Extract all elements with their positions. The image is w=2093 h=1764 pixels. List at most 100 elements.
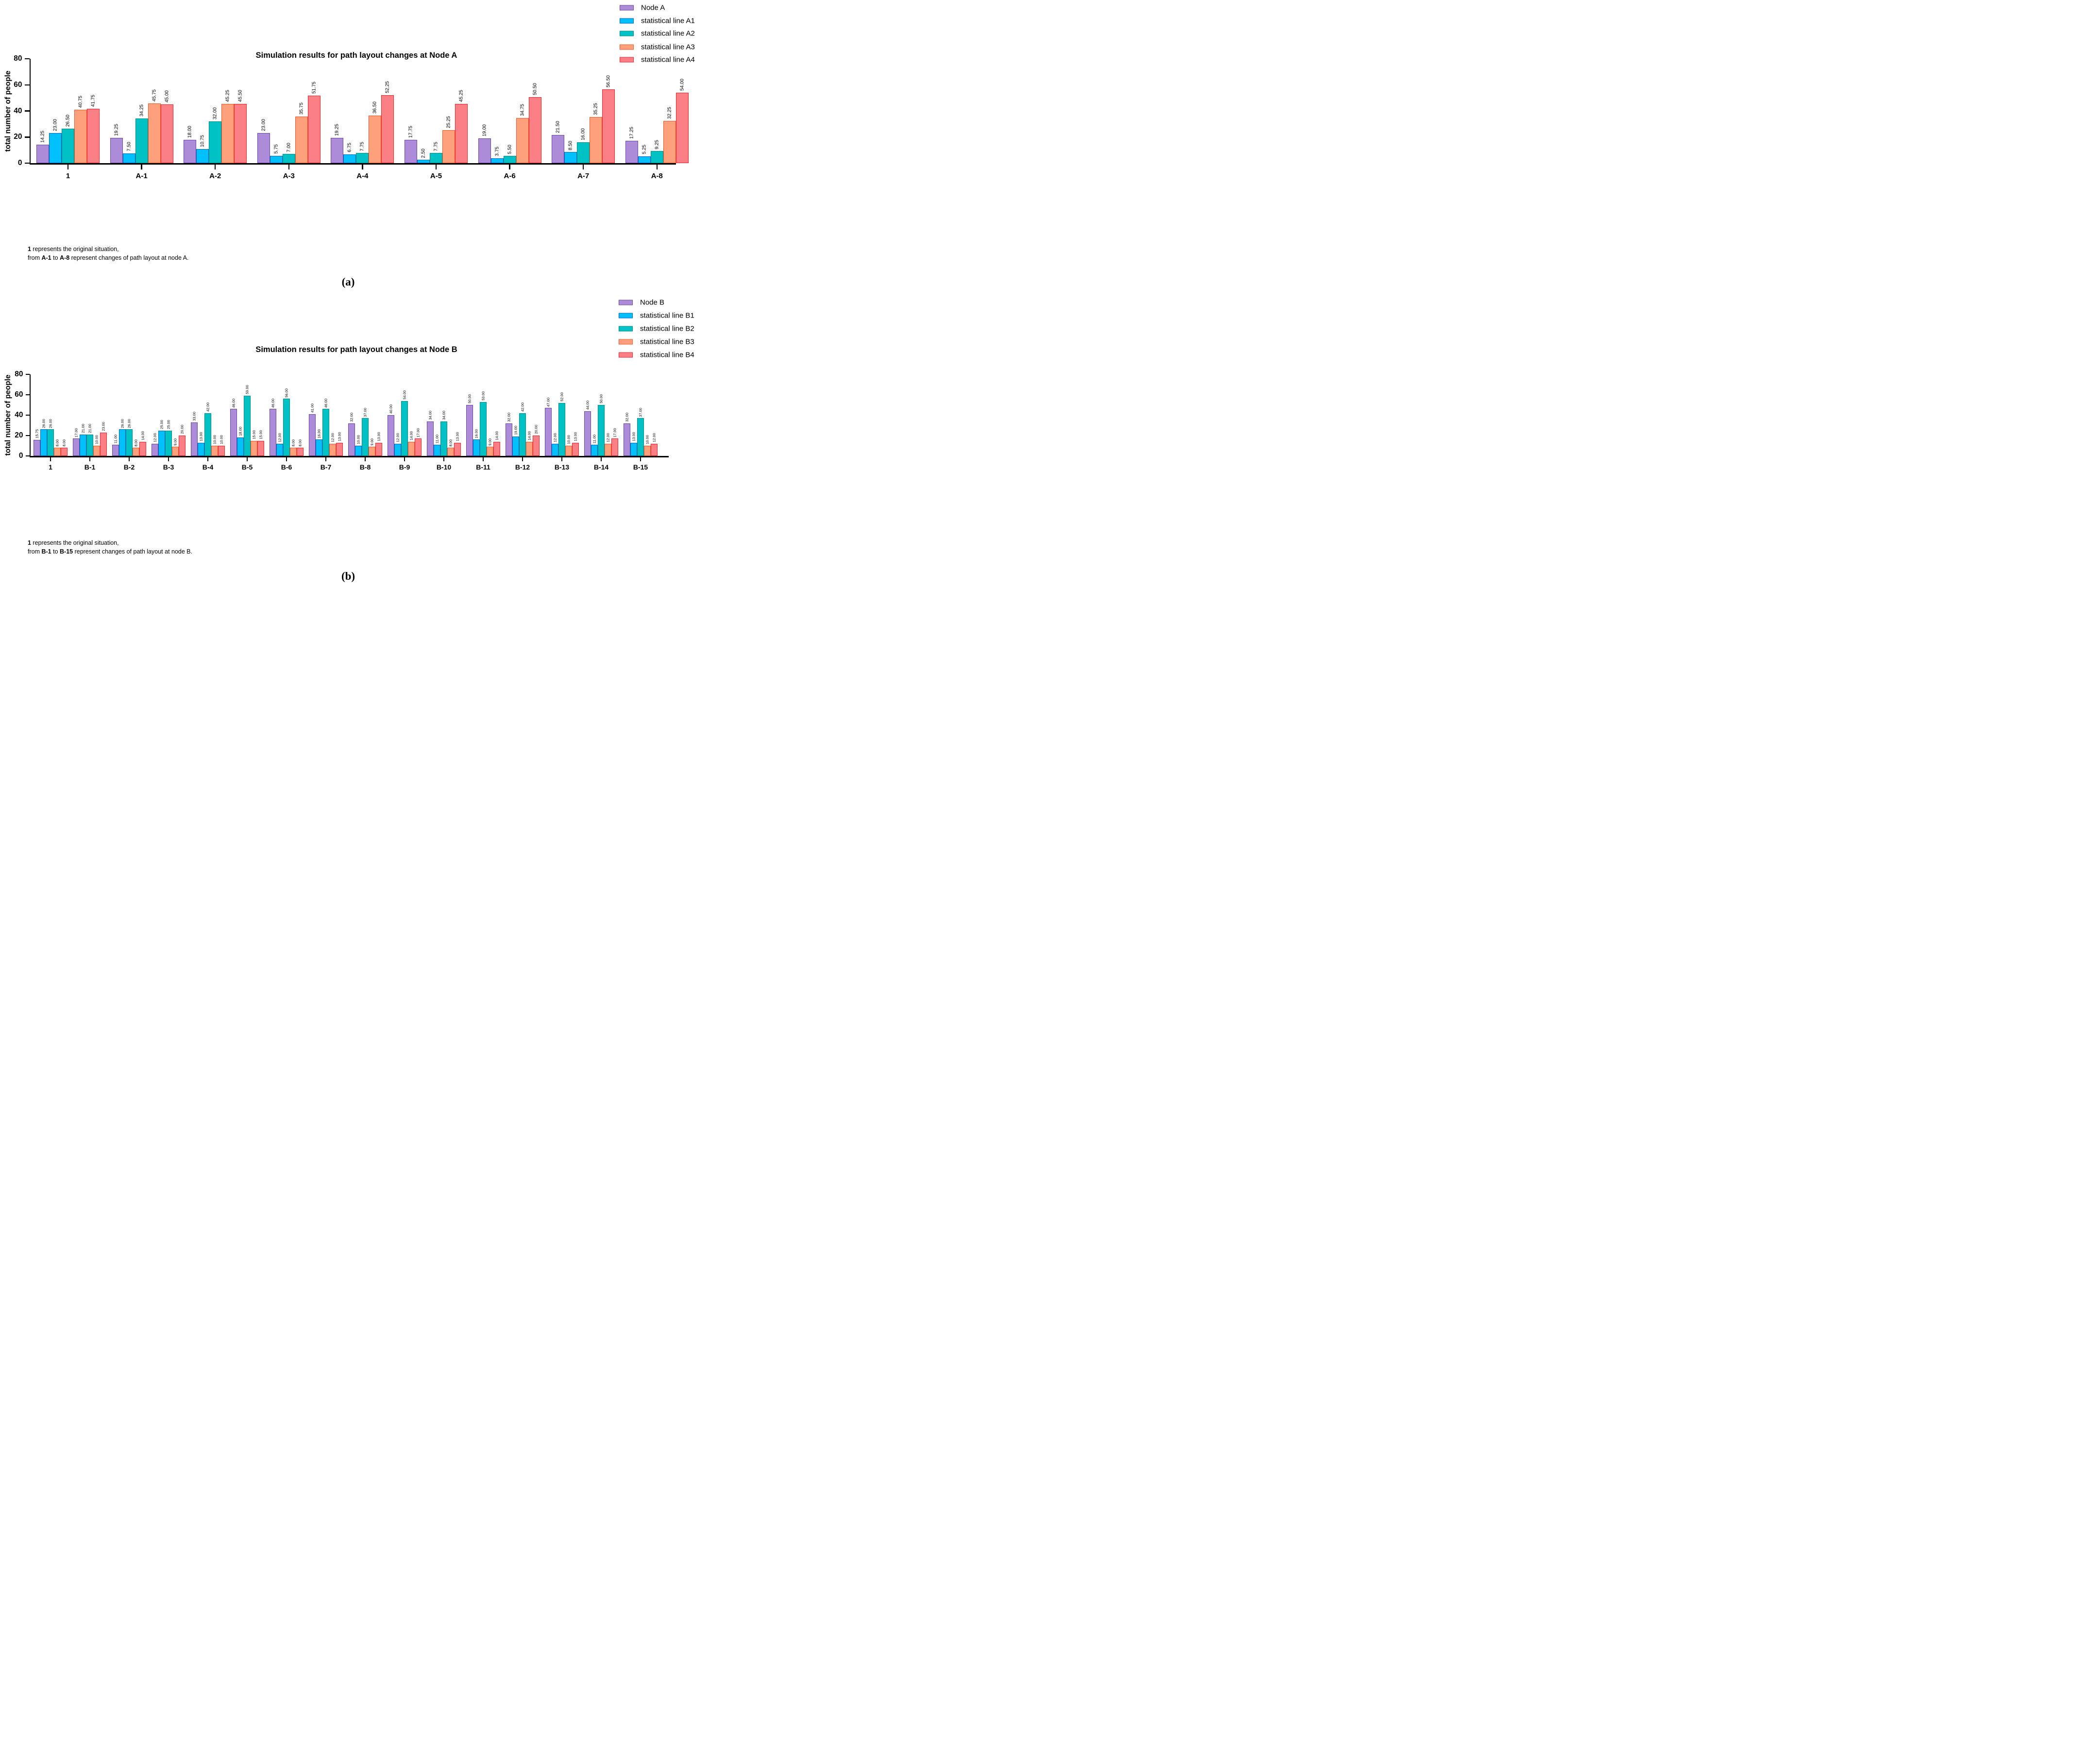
x-tick — [362, 164, 363, 169]
x-tick — [364, 457, 366, 461]
caption-bold-text: B-1 — [41, 548, 51, 555]
bar — [558, 403, 565, 456]
bar-value-label: 17.00 — [416, 428, 421, 437]
y-tick — [25, 455, 30, 457]
bar-value-label: 10.75 — [200, 135, 205, 148]
bar-value-label: 54.00 — [679, 78, 685, 91]
bar-value-label: 13.00 — [199, 432, 203, 441]
bar — [36, 144, 49, 163]
caption-bold-text: B-15 — [60, 548, 73, 555]
caption-line: 1 represents the original situation, — [28, 539, 192, 548]
bar-value-label: 23.00 — [101, 421, 106, 431]
bar-value-label: 23.00 — [261, 119, 267, 132]
caption-text: represents the original situation, — [31, 539, 119, 546]
panel-a-letter: (a) — [341, 276, 355, 288]
caption-text: from — [28, 548, 42, 555]
bar — [590, 117, 603, 163]
figure-simulation-results: Simulation results for path layout chang… — [0, 0, 698, 588]
bar — [577, 142, 590, 163]
bar — [598, 405, 605, 456]
bar-value-label: 8.00 — [134, 439, 138, 447]
bar — [394, 443, 401, 456]
bar — [297, 448, 304, 456]
bar-value-label: 32.00 — [349, 413, 354, 422]
bar — [93, 446, 100, 456]
bar — [362, 418, 369, 456]
bar-value-label: 8.00 — [291, 439, 296, 447]
bar-value-label: 34.00 — [428, 410, 433, 420]
bar — [54, 448, 61, 456]
bar — [139, 441, 146, 456]
caption-line: from A-1 to A-8 represent changes of pat… — [28, 254, 188, 263]
y-tick — [24, 58, 30, 60]
bar — [209, 121, 222, 163]
x-axis-line — [29, 456, 669, 457]
bar-value-label: 40.00 — [388, 404, 393, 414]
bar — [447, 448, 454, 456]
bar — [545, 408, 552, 456]
y-tick-label: 0 — [18, 452, 23, 460]
bar — [282, 154, 295, 163]
caption-text: from — [28, 254, 42, 261]
bar-value-label: 34.75 — [520, 103, 525, 116]
bar-value-label: 34.25 — [139, 104, 145, 117]
bar-value-label: 7.00 — [286, 142, 292, 152]
bar — [343, 154, 356, 163]
y-tick-label: 40 — [14, 106, 22, 115]
bar — [644, 446, 651, 456]
bar — [196, 149, 209, 163]
x-tick — [286, 457, 287, 461]
x-tick-label: 1 — [66, 171, 70, 180]
bar-value-label: 19.25 — [334, 124, 340, 136]
bar — [276, 443, 283, 456]
bar-value-label: 19.00 — [482, 124, 488, 136]
bar-value-label: 19.25 — [114, 124, 119, 136]
bar-value-label: 17.75 — [408, 126, 414, 138]
bar — [179, 436, 186, 456]
caption-text: represents the original situation, — [31, 246, 119, 252]
y-tick — [24, 162, 30, 164]
y-tick-label: 60 — [14, 80, 22, 89]
bar — [375, 442, 382, 456]
bar-value-label: 8.50 — [568, 140, 574, 151]
x-tick-label: A-2 — [209, 171, 221, 180]
bar-value-label: 5.25 — [641, 145, 647, 154]
bar-value-label: 25.00 — [159, 420, 164, 429]
legend-label: statistical line B2 — [640, 324, 694, 333]
bar-value-label: 3.75 — [494, 147, 500, 156]
bar — [204, 413, 211, 456]
x-tick-label: A-6 — [504, 171, 516, 180]
bar-value-label: 13.00 — [376, 432, 381, 441]
bar-value-label: 11.00 — [435, 434, 439, 443]
bar — [650, 151, 663, 163]
bar-value-label: 5.75 — [273, 144, 279, 154]
y-tick-label: 0 — [17, 159, 22, 167]
bar — [408, 441, 415, 456]
bar-value-label: 53.00 — [481, 391, 486, 401]
bar-value-label: 45.25 — [225, 90, 231, 102]
bar — [480, 402, 487, 456]
x-tick — [656, 164, 658, 169]
bar — [160, 104, 173, 163]
y-tick — [24, 84, 30, 85]
x-tick — [404, 457, 405, 461]
bar-value-label: 51.75 — [311, 81, 317, 94]
x-tick-label: B-6 — [281, 463, 292, 471]
y-tick — [25, 435, 30, 437]
bar-value-label: 50.00 — [599, 394, 604, 403]
bar-value-label: 37.00 — [638, 407, 643, 417]
legend-swatch — [619, 326, 633, 332]
caption-bold-text: A-1 — [41, 254, 51, 261]
bar — [290, 448, 297, 456]
bar-value-label: 26.00 — [120, 419, 125, 428]
bar-value-label: 9.00 — [173, 438, 178, 446]
bar — [552, 135, 565, 163]
caption-text: to — [51, 254, 60, 261]
legend-label: statistical line A1 — [641, 17, 695, 25]
bar-value-label: 46.00 — [231, 398, 236, 408]
bar-value-label: 15.00 — [252, 430, 256, 439]
x-tick-label: B-5 — [241, 463, 253, 471]
bar-value-label: 7.75 — [433, 141, 439, 151]
bar — [270, 155, 283, 163]
bar — [218, 446, 225, 456]
